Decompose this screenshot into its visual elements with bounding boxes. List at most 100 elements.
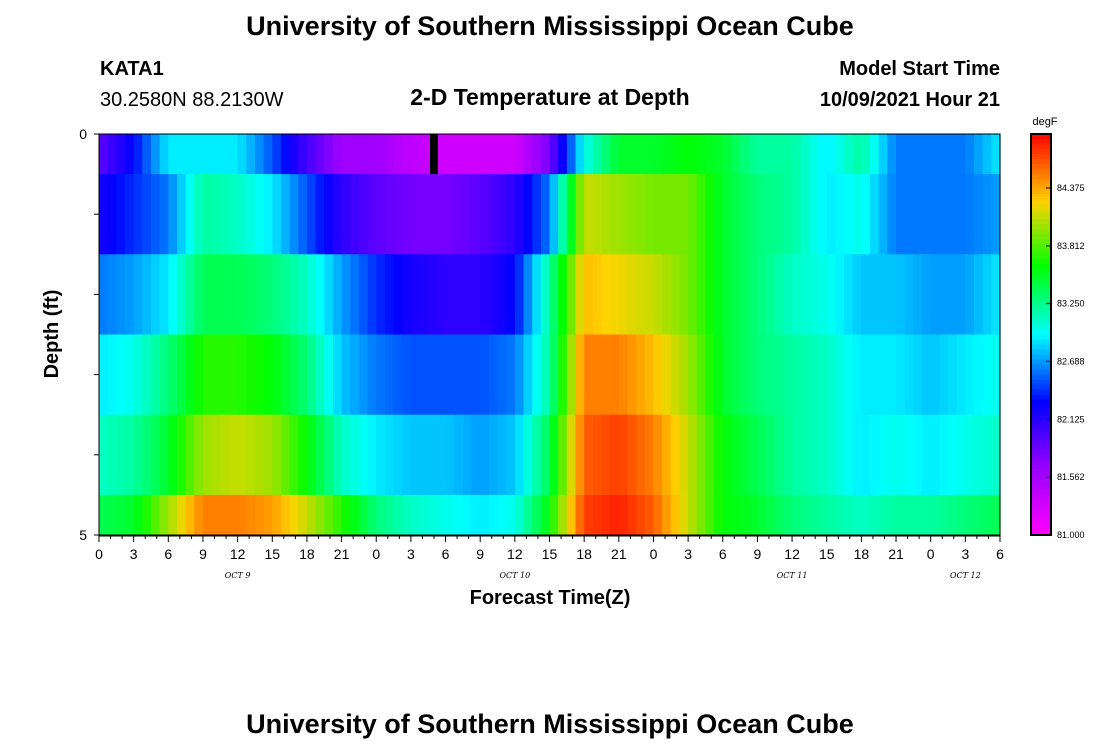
heatmap-cell <box>644 174 655 255</box>
heatmap-cell <box>982 414 992 496</box>
heatmap-cell <box>367 494 377 536</box>
x-tick-label: 0 <box>95 546 103 562</box>
heatmap-cell <box>202 334 213 416</box>
colorbar-segment <box>1031 334 1051 341</box>
heatmap-cell <box>410 174 421 255</box>
colorbar-segment <box>1031 159 1051 165</box>
heatmap-cell <box>792 334 802 416</box>
heatmap-cell <box>956 414 966 496</box>
heatmap-cell <box>107 494 117 536</box>
heatmap-cell <box>341 414 351 496</box>
colorbar-segment <box>1031 394 1051 401</box>
colorbar-segment <box>1031 179 1051 185</box>
heatmap-cell <box>220 174 230 255</box>
heatmap-cell <box>263 134 273 175</box>
heatmap-cell <box>965 334 975 416</box>
heatmap-cell <box>991 334 1001 416</box>
heatmap-cell <box>367 174 377 255</box>
heatmap-cell <box>636 254 646 336</box>
heatmap-cell <box>185 134 195 175</box>
heatmap-cell <box>835 134 845 175</box>
colorbar-segment <box>1031 359 1051 366</box>
heatmap-cell <box>809 134 819 175</box>
heatmap-cell <box>731 174 741 255</box>
heatmap-cell <box>514 414 525 496</box>
heatmap-cell <box>263 494 273 536</box>
heatmap-cell <box>159 334 169 416</box>
heatmap-cell <box>523 174 533 255</box>
heatmap-cell <box>809 414 819 496</box>
x-tick-label: 9 <box>754 546 762 562</box>
colorbar-segment <box>1031 429 1051 436</box>
heatmap-cell <box>306 494 317 536</box>
colorbar-segment <box>1031 149 1051 155</box>
heatmap-cell <box>402 174 412 255</box>
heatmap-cell <box>124 174 135 255</box>
heatmap-cell <box>878 174 888 255</box>
heatmap-cell <box>194 174 204 255</box>
colorbar-segment <box>1031 144 1051 150</box>
y-tick-label: 5 <box>79 527 87 543</box>
heatmap-cell <box>896 134 906 175</box>
heatmap-cell <box>714 174 724 255</box>
heatmap-cell <box>315 334 325 416</box>
heatmap-cell <box>202 174 213 255</box>
heatmap-cell <box>991 414 1001 496</box>
heatmap-cell <box>974 254 984 336</box>
heatmap-cell <box>636 174 646 255</box>
heatmap-cell <box>220 334 230 416</box>
heatmap-cell <box>974 414 984 496</box>
x-axis-label: Forecast Time(Z) <box>470 587 631 609</box>
heatmap-cell <box>982 254 992 336</box>
heatmap-cell <box>748 494 759 536</box>
heatmap-cell <box>376 134 386 175</box>
heatmap-cell <box>688 174 698 255</box>
heatmap-cell <box>99 414 109 496</box>
heatmap-cell <box>618 494 629 536</box>
heatmap-cell <box>826 174 836 255</box>
x-tick-label: 3 <box>961 546 969 562</box>
x-tick-label: 12 <box>784 546 800 562</box>
y-tick-label: 0 <box>79 126 87 142</box>
heatmap-cell <box>887 134 897 175</box>
heatmap-cell <box>393 174 403 255</box>
heatmap-cell <box>540 134 551 175</box>
heatmap-cell <box>740 494 750 536</box>
x-tick-label: 3 <box>130 546 138 562</box>
heatmap-cell <box>376 494 386 536</box>
heatmap-cell <box>974 134 984 175</box>
colorbar-segment <box>1031 199 1051 205</box>
heatmap-cell <box>904 494 914 536</box>
heatmap-cell <box>532 254 542 336</box>
heatmap-cell <box>974 494 984 536</box>
heatmap-cell <box>601 334 611 416</box>
heatmap-cell <box>670 494 681 536</box>
x-tick-label: 6 <box>442 546 450 562</box>
heatmap-cell <box>566 334 577 416</box>
heatmap-cell <box>878 254 888 336</box>
heatmap-cell <box>514 134 525 175</box>
colorbar-tick-label: 83.250 <box>1057 299 1085 309</box>
heatmap-cell <box>540 174 551 255</box>
heatmap-cell <box>826 134 836 175</box>
heatmap-cell <box>280 414 291 496</box>
heatmap-cell <box>211 494 221 536</box>
heatmap-cell <box>332 174 343 255</box>
heatmap-cell <box>939 414 949 496</box>
colorbar-tick-label: 81.562 <box>1057 472 1085 482</box>
heatmap-cell <box>194 414 204 496</box>
heatmap-cell <box>506 254 516 336</box>
heatmap-cell <box>324 174 334 255</box>
heatmap-cell <box>367 254 377 336</box>
heatmap-cell <box>696 494 707 536</box>
heatmap-cell <box>159 494 169 536</box>
heatmap-cell <box>913 134 923 175</box>
heatmap-cell <box>835 334 845 416</box>
heatmap-cell <box>870 174 880 255</box>
heatmap-cell <box>939 174 949 255</box>
colorbar-segment <box>1031 509 1051 516</box>
heatmap-cell <box>731 134 741 175</box>
heatmap-cell <box>852 134 862 175</box>
heatmap-cell <box>610 494 620 536</box>
heatmap-cell <box>116 134 126 175</box>
